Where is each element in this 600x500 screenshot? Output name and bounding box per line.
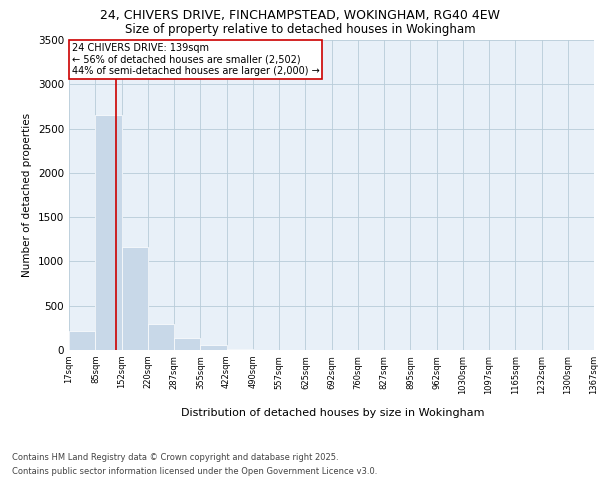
- Text: 24, CHIVERS DRIVE, FINCHAMPSTEAD, WOKINGHAM, RG40 4EW: 24, CHIVERS DRIVE, FINCHAMPSTEAD, WOKING…: [100, 9, 500, 22]
- Bar: [121, 248, 148, 350]
- Text: Contains HM Land Registry data © Crown copyright and database right 2025.: Contains HM Land Registry data © Crown c…: [12, 454, 338, 462]
- Y-axis label: Number of detached properties: Number of detached properties: [22, 113, 32, 277]
- Text: Distribution of detached houses by size in Wokingham: Distribution of detached houses by size …: [181, 408, 485, 418]
- Bar: [148, 324, 175, 350]
- Bar: [227, 348, 253, 350]
- Text: 24 CHIVERS DRIVE: 139sqm
← 56% of detached houses are smaller (2,502)
44% of sem: 24 CHIVERS DRIVE: 139sqm ← 56% of detach…: [71, 43, 319, 76]
- Bar: [200, 344, 227, 350]
- Bar: [69, 330, 95, 350]
- Bar: [174, 338, 200, 350]
- Text: Contains public sector information licensed under the Open Government Licence v3: Contains public sector information licen…: [12, 467, 377, 476]
- Bar: [95, 116, 122, 350]
- Text: Size of property relative to detached houses in Wokingham: Size of property relative to detached ho…: [125, 22, 475, 36]
